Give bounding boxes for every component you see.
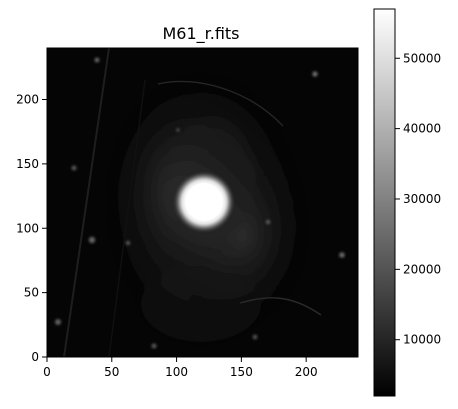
x-axis-tick-label: 100 bbox=[165, 365, 188, 379]
lower-right-edge-artifact bbox=[239, 297, 322, 316]
x-axis-tick-label: 200 bbox=[295, 365, 318, 379]
faint-scan-line-artifact bbox=[108, 79, 146, 358]
star-point bbox=[339, 252, 345, 258]
y-axis: 0 50 100 150 200 bbox=[16, 93, 47, 364]
star-point bbox=[265, 219, 271, 225]
x-axis-tick-label: 150 bbox=[230, 365, 253, 379]
colorbar-tick-label: 20000 bbox=[403, 262, 441, 276]
star-point bbox=[55, 319, 61, 325]
background-stars bbox=[55, 57, 345, 349]
plot-title: M61_r.fits bbox=[162, 24, 239, 44]
y-axis-ticks: 0 50 100 150 200 bbox=[16, 93, 47, 364]
star-point bbox=[252, 334, 258, 340]
dark-scan-line-artifact bbox=[63, 47, 110, 358]
colorbar-tick-label: 30000 bbox=[403, 192, 441, 206]
y-axis-tick-label: 150 bbox=[16, 157, 39, 171]
star-point bbox=[125, 240, 131, 246]
x-axis-ticks: 0 50 100 150 200 bbox=[43, 357, 318, 379]
bright-nucleus-core bbox=[185, 183, 223, 221]
y-axis-tick-label: 50 bbox=[24, 286, 39, 300]
star-point bbox=[312, 71, 318, 77]
star-point bbox=[176, 128, 180, 132]
x-axis-tick-label: 50 bbox=[104, 365, 119, 379]
y-axis-tick-label: 200 bbox=[16, 93, 39, 107]
colorbar-tick-label: 50000 bbox=[403, 51, 441, 65]
star-point bbox=[94, 57, 100, 63]
colorbar: 10000 20000 30000 40000 50000 bbox=[373, 8, 441, 397]
y-axis-tick-label: 0 bbox=[31, 350, 39, 364]
galaxy-nucleus bbox=[173, 171, 235, 233]
colorbar-gradient bbox=[373, 8, 396, 397]
colorbar-ticks: 10000 20000 30000 40000 50000 bbox=[395, 51, 441, 347]
y-axis-tick-label: 100 bbox=[16, 221, 39, 235]
star-point bbox=[71, 165, 77, 171]
galaxy-lower-glow bbox=[141, 266, 261, 342]
star-point bbox=[88, 236, 96, 244]
curved-edge-artifact bbox=[157, 80, 284, 127]
image-axis-frame bbox=[46, 47, 359, 358]
star-point bbox=[151, 343, 157, 349]
colorbar-tick-label: 40000 bbox=[403, 122, 441, 136]
x-axis-tick-label: 0 bbox=[43, 365, 51, 379]
image-artifacts bbox=[63, 47, 322, 358]
x-axis: 0 50 100 150 200 bbox=[43, 357, 318, 379]
image-panel bbox=[46, 47, 359, 358]
colorbar-tick-label: 10000 bbox=[403, 333, 441, 347]
